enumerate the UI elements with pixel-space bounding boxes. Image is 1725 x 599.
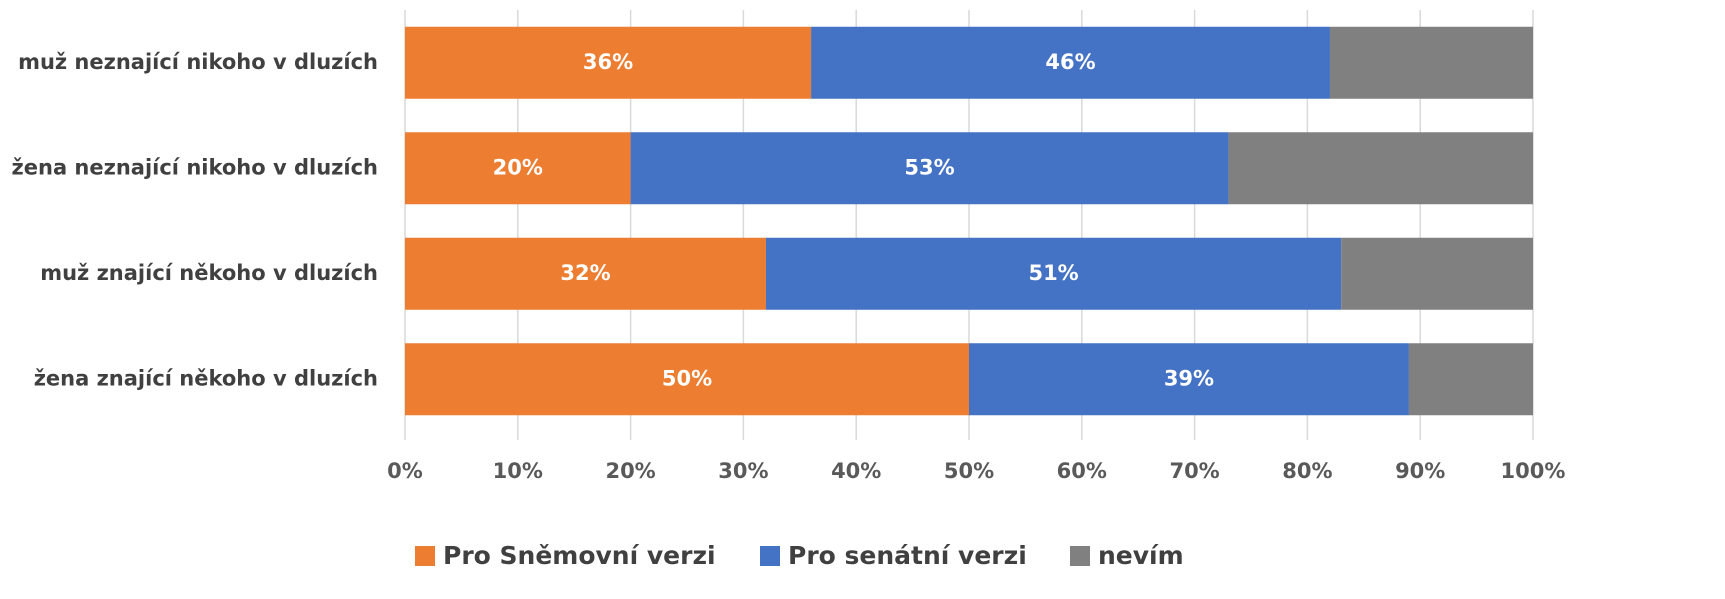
x-tick-label: 40%: [831, 459, 881, 483]
bar-segment: [405, 26, 812, 99]
bar-segment: [811, 26, 1330, 99]
data-label: 46%: [1045, 50, 1095, 74]
x-tick-label: 50%: [944, 459, 994, 483]
legend-label: Pro Sněmovní verzi: [443, 541, 716, 570]
x-tick-label: 60%: [1057, 459, 1107, 483]
x-tick-label: 10%: [493, 459, 543, 483]
legend-swatch: [760, 546, 780, 566]
bar-segment: [630, 132, 1229, 205]
x-tick-label: 80%: [1282, 459, 1332, 483]
data-label: 32%: [560, 261, 610, 285]
y-tick-label: žena znající někoho v dluzích: [34, 366, 378, 390]
data-label: 20%: [493, 155, 543, 179]
x-tick-label: 20%: [605, 459, 655, 483]
y-tick-label: muž znající někoho v dluzích: [40, 261, 378, 285]
bar-segment: [969, 343, 1409, 416]
x-tick-label: 0%: [387, 459, 423, 483]
data-label: 53%: [904, 155, 954, 179]
x-tick-label: 90%: [1395, 459, 1445, 483]
bar-segment: [765, 237, 1342, 310]
bar-segment: [1341, 237, 1533, 310]
legend-swatch: [415, 546, 435, 566]
legend-label: Pro senátní verzi: [788, 541, 1027, 570]
legend-label: nevím: [1098, 541, 1184, 570]
y-tick-label: muž neznající nikoho v dluzích: [18, 50, 378, 74]
bar-segment: [405, 343, 969, 416]
y-tick-label: žena neznající nikoho v dluzích: [12, 155, 378, 179]
x-tick-label: 100%: [1501, 459, 1566, 483]
x-tick-label: 70%: [1169, 459, 1219, 483]
bar-segment: [405, 237, 766, 310]
data-label: 36%: [583, 50, 633, 74]
bar-segment: [1329, 26, 1533, 99]
data-label: 51%: [1028, 261, 1078, 285]
legend-swatch: [1070, 546, 1090, 566]
data-label: 50%: [662, 366, 712, 390]
bar-segment: [1408, 343, 1533, 416]
data-label: 39%: [1164, 366, 1214, 390]
bar-segment: [1228, 132, 1533, 205]
bar-segment: [405, 132, 631, 205]
x-tick-label: 30%: [718, 459, 768, 483]
